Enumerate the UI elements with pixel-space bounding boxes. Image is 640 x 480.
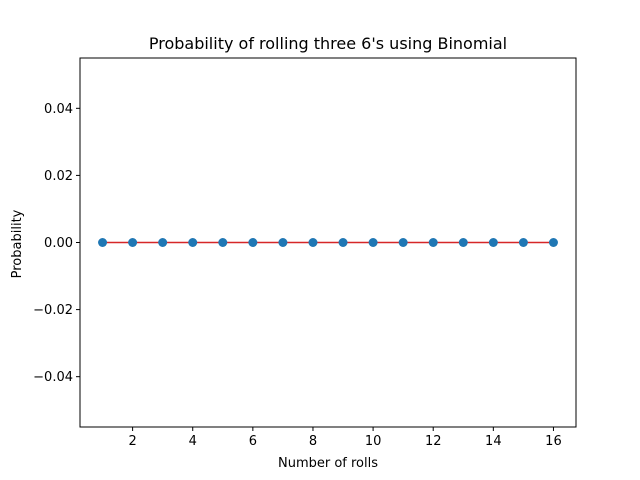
- y-tick-label: 0.00: [44, 236, 73, 251]
- data-point: [218, 238, 228, 247]
- y-tick-label: 0.04: [44, 102, 73, 117]
- data-point: [338, 238, 348, 247]
- data-point: [518, 238, 528, 247]
- x-tick-label: 14: [485, 434, 502, 449]
- data-point: [158, 238, 168, 247]
- x-tick-label: 2: [128, 434, 136, 449]
- data-point: [428, 238, 438, 247]
- x-tick-label: 4: [189, 434, 197, 449]
- data-point: [188, 238, 198, 247]
- y-tick-label: −0.04: [33, 370, 73, 385]
- x-tick-label: 12: [425, 434, 442, 449]
- data-point: [368, 238, 378, 247]
- x-tick-label: 8: [309, 434, 317, 449]
- chart-title: Probability of rolling three 6's using B…: [149, 34, 507, 53]
- x-tick-label: 6: [249, 434, 257, 449]
- x-axis-label: Number of rolls: [278, 456, 378, 471]
- data-point: [458, 238, 468, 247]
- y-axis-label: Probability: [10, 209, 25, 278]
- data-point: [488, 238, 498, 247]
- data-point: [98, 238, 108, 247]
- y-tick-label: 0.02: [44, 169, 73, 184]
- data-point: [248, 238, 258, 247]
- data-point: [548, 238, 558, 247]
- y-axis: −0.04 −0.02 0.00 0.02 0.04: [33, 102, 80, 385]
- x-tick-label: 16: [545, 434, 562, 449]
- points-layer: [98, 238, 558, 247]
- data-point: [308, 238, 318, 247]
- data-point: [398, 238, 408, 247]
- x-tick-label: 10: [365, 434, 382, 449]
- data-point: [128, 238, 138, 247]
- data-point: [278, 238, 288, 247]
- y-tick-label: −0.02: [33, 303, 73, 318]
- x-axis: 2 4 6 8 10 12 14 16: [128, 427, 562, 449]
